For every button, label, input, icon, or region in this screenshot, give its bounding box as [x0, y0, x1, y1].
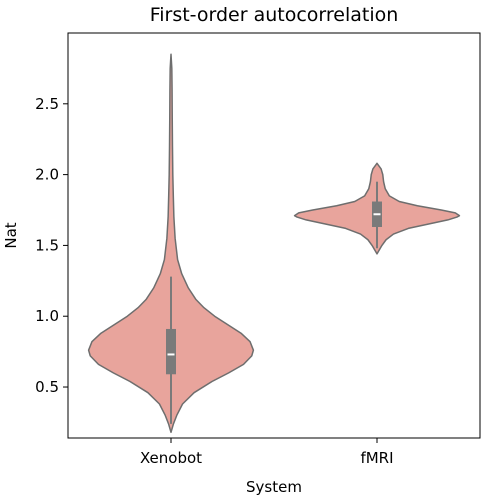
y-tick-label: 1.0	[35, 307, 59, 325]
violins-layer	[87, 53, 461, 434]
y-tick-label: 1.5	[35, 236, 59, 254]
y-tick-label: 2.0	[35, 166, 59, 184]
y-axis: 0.5 1.0 1.5 2.0 2.5	[35, 95, 68, 396]
x-tick-label-fmri: fMRI	[360, 449, 393, 467]
x-axis: Xenobot fMRI	[140, 438, 394, 467]
y-tick-label: 2.5	[35, 95, 59, 113]
y-axis-label: Nat	[2, 222, 20, 248]
x-axis-label: System	[246, 478, 302, 496]
axes-frame	[67, 32, 481, 439]
y-tick-label: 0.5	[35, 378, 59, 396]
iqr-box-xenobot	[166, 328, 176, 375]
violin-xenobot	[87, 53, 255, 434]
chart-title: First-order autocorrelation	[150, 4, 399, 26]
x-tick-label-xenobot: Xenobot	[140, 449, 202, 467]
